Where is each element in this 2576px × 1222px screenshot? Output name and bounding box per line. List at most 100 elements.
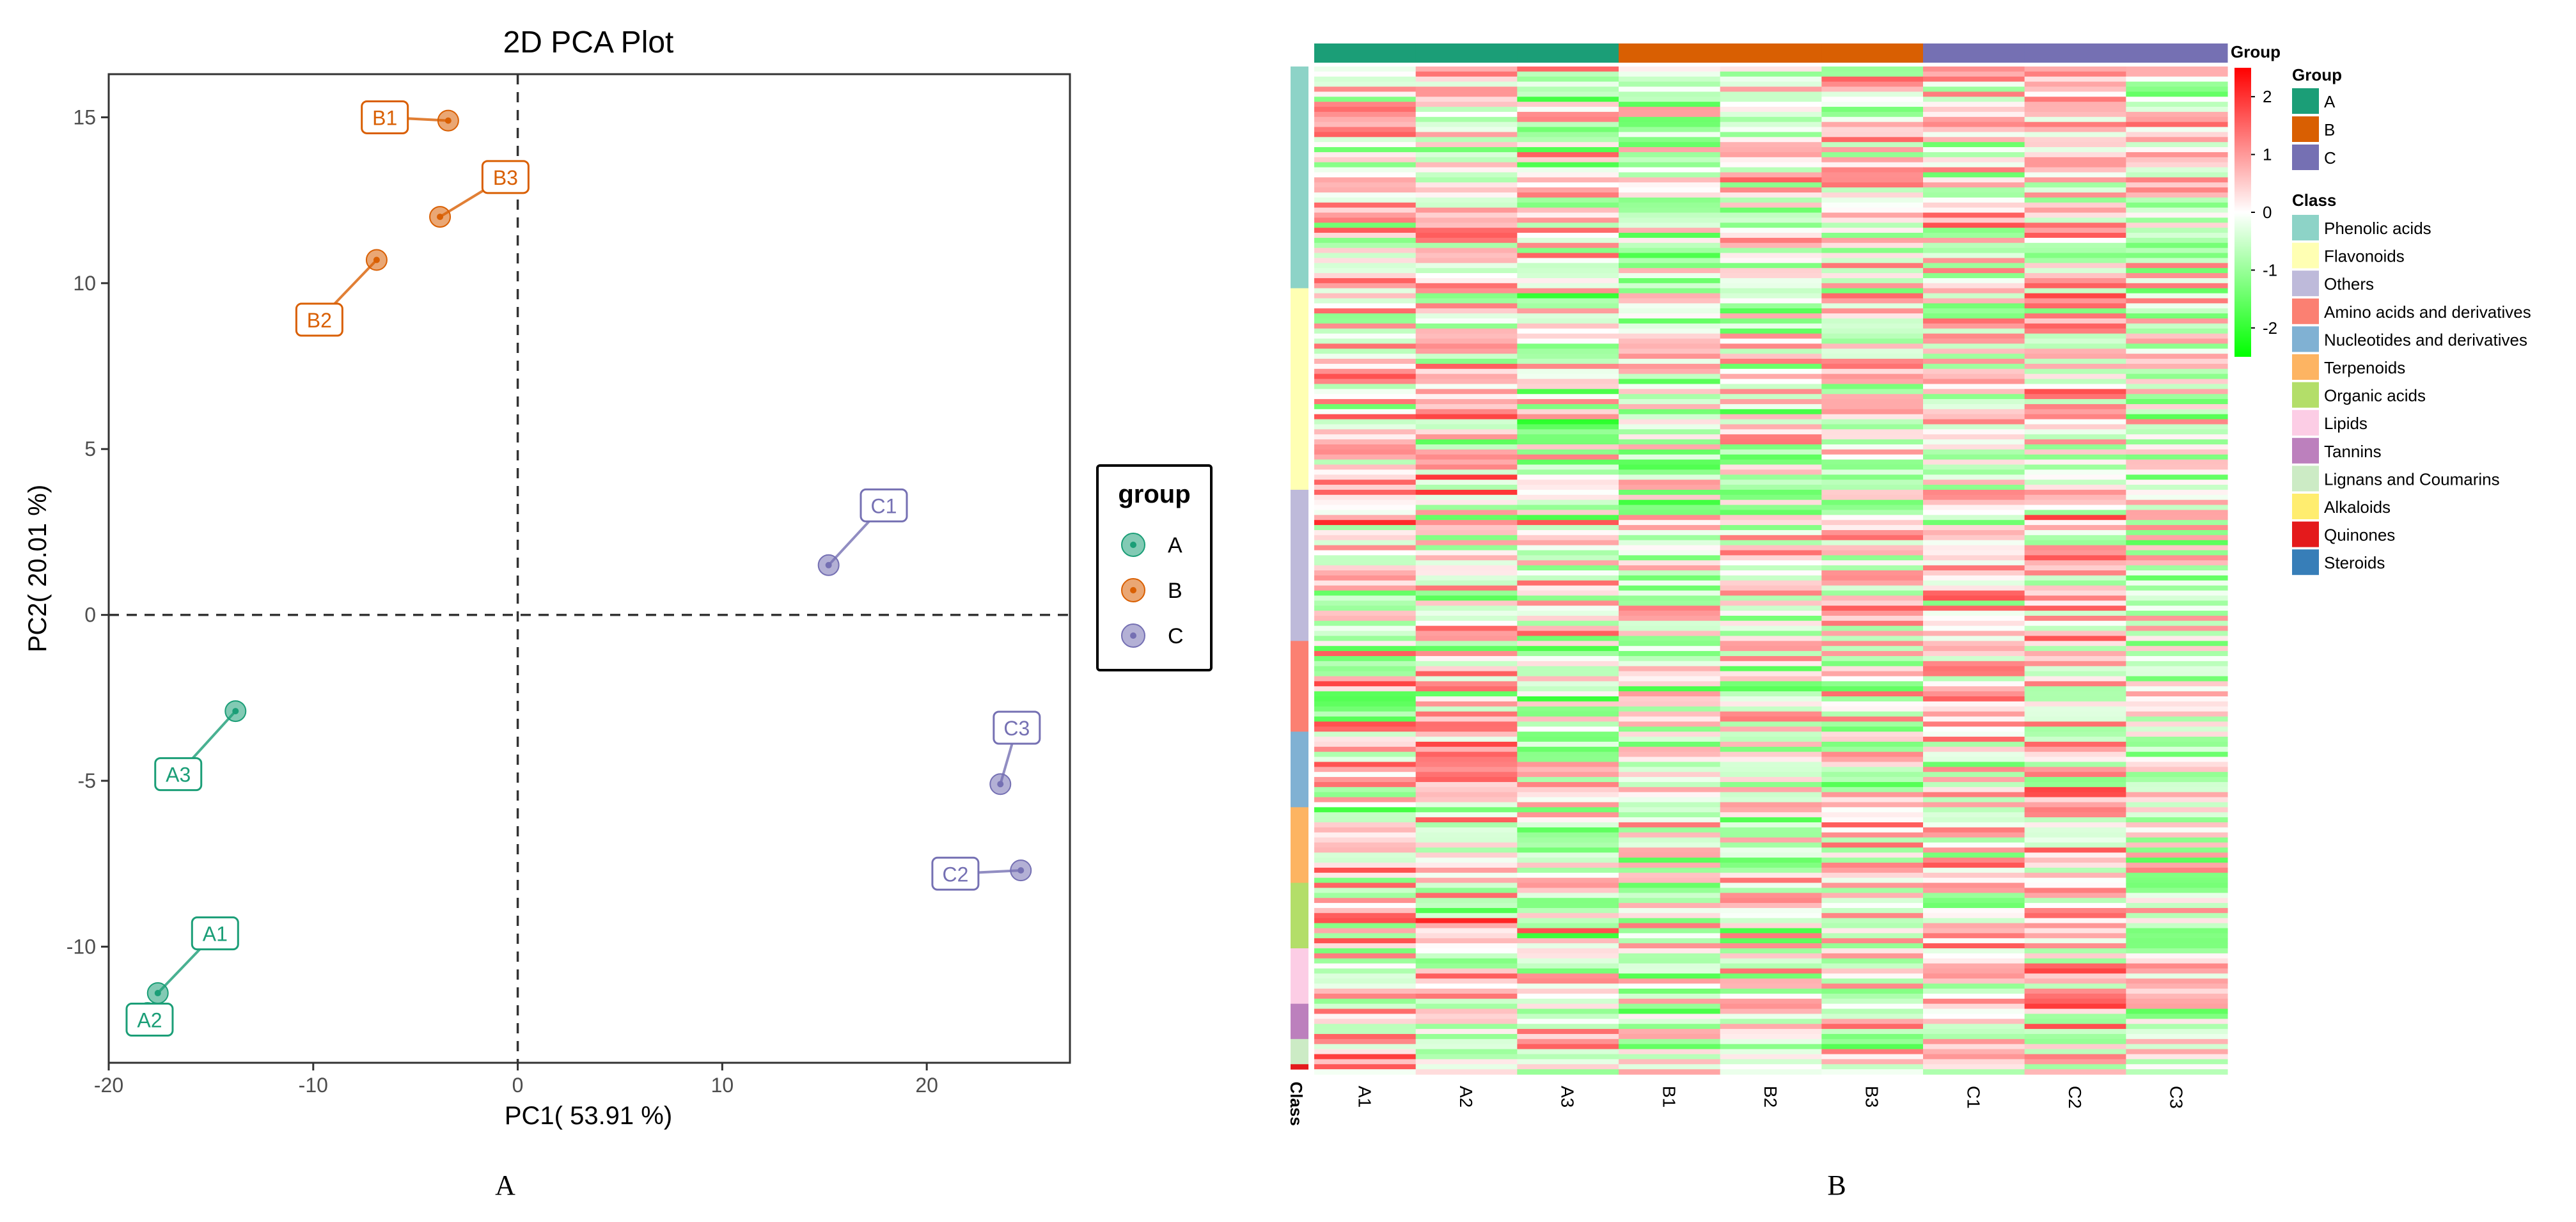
heatmap-cell [1821,1024,1924,1030]
heatmap-cell [2126,379,2228,385]
heatmap-cell [1619,177,1721,183]
heatmap-cell [1619,298,1721,304]
heatmap-cell [1821,989,1924,994]
heatmap-cell [1821,1008,1924,1015]
heatmap-cell [1923,590,2025,596]
heatmap-cell [1517,671,1619,677]
pca-y-tick-label: 5 [84,437,96,460]
pca-point-label: C2 [942,863,968,886]
heatmap-cell [1720,858,1822,863]
heatmap-cell [1619,1024,1721,1030]
heatmap-cell [1415,832,1518,838]
heatmap-cell [1923,485,2025,490]
heatmap-cell [2126,726,2228,732]
heatmap-cell [1517,303,1619,309]
group-legend-label: B [2324,120,2335,139]
heatmap-cell [1821,142,1924,148]
heatmap-cell [1619,625,1721,632]
heatmap-cell [1923,363,2025,370]
class-legend-label: Flavonoids [2324,247,2405,266]
heatmap-cell [1517,510,1619,515]
heatmap-cell [1923,409,2025,415]
heatmap-cell [1821,424,1924,430]
heatmap-cell [1821,283,1924,289]
heatmap-cell [1720,474,1822,480]
heatmap-cell [1314,1019,1417,1024]
heatmap-cell [1314,535,1417,541]
heatmap-cell [1619,152,1721,158]
heatmap-cell [1415,545,1518,551]
heatmap-cell [1619,520,1721,526]
heatmap-cell [1821,464,1924,470]
heatmap-cell [2126,817,2228,823]
heatmap-cell [1619,963,1721,969]
heatmap-cell [1314,802,1417,808]
heatmap-cell [1517,525,1619,531]
heatmap-cell [1517,529,1619,536]
heatmap-cell [2024,1038,2126,1045]
heatmap-cell [1415,792,1518,798]
heatmap-cell [2126,792,2228,798]
heatmap-cell [1517,318,1619,324]
heatmap-cell [1821,480,1924,485]
heatmap-cell [1720,333,1822,340]
heatmap-cell [2024,636,2126,641]
heatmap-cell [2126,852,2228,858]
heatmap-cell [1314,822,1417,828]
heatmap-cell [1314,127,1417,133]
heatmap-cell [1517,474,1619,480]
heatmap-cell [1720,978,1822,984]
heatmap-cell [1923,888,2025,893]
heatmap-cell [1923,192,2025,198]
heatmap-cell [1720,233,1822,239]
heatmap-cell [2024,424,2126,430]
heatmap-cell [1415,1033,1518,1040]
heatmap-cell [1923,696,2025,702]
heatmap-cell [1923,676,2025,682]
heatmap-cell [1517,359,1619,364]
heatmap-cell [1415,953,1518,959]
heatmap-cell [1821,343,1924,349]
heatmap-cell [1720,414,1822,420]
heatmap-cell [1517,505,1619,511]
heatmap-cell [2126,535,2228,541]
heatmap-cell [1415,207,1518,214]
heatmap-cell [1314,515,1417,521]
heatmap-cell [1415,333,1518,340]
heatmap-cell [2024,812,2126,818]
pca-x-tick-label: 10 [711,1074,734,1097]
heatmap-cell [1821,797,1924,803]
heatmap-cell [1821,288,1924,294]
heatmap-cell [1517,439,1619,445]
heatmap-cell [1619,953,1721,959]
heatmap-cell [1415,1008,1518,1015]
heatmap-cell [1923,293,2025,299]
heatmap-cell [1415,1019,1518,1024]
heatmap-cell [1314,147,1417,153]
heatmap-cell [1821,726,1924,732]
heatmap-cell [1923,162,2025,168]
heatmap-cell [1821,792,1924,798]
heatmap-cell [1821,1014,1924,1019]
heatmap-cell [2024,555,2126,561]
heatmap-cell [1619,414,1721,420]
heatmap-cell [1314,852,1417,858]
heatmap-cell [1314,1044,1417,1050]
heatmap-cell [2126,182,2228,188]
heatmap-cell [1720,212,1822,218]
heatmap-cell [1923,223,2025,228]
heatmap-cell [1923,560,2025,566]
heatmap-cell [1821,76,1924,82]
heatmap-cell [2126,318,2228,324]
heatmap-cell [1619,666,1721,672]
heatmap-cell [1720,615,1822,622]
heatmap-cell [1821,832,1924,838]
heatmap-cell [1720,676,1822,682]
heatmap-cell [1821,701,1924,707]
heatmap-cell [1720,192,1822,198]
heatmap-cell [1821,97,1924,102]
heatmap-cell [1314,499,1417,506]
heatmap-cell [1517,732,1619,737]
group-bar-segment [2024,43,2126,63]
heatmap-cell [1821,575,1924,581]
